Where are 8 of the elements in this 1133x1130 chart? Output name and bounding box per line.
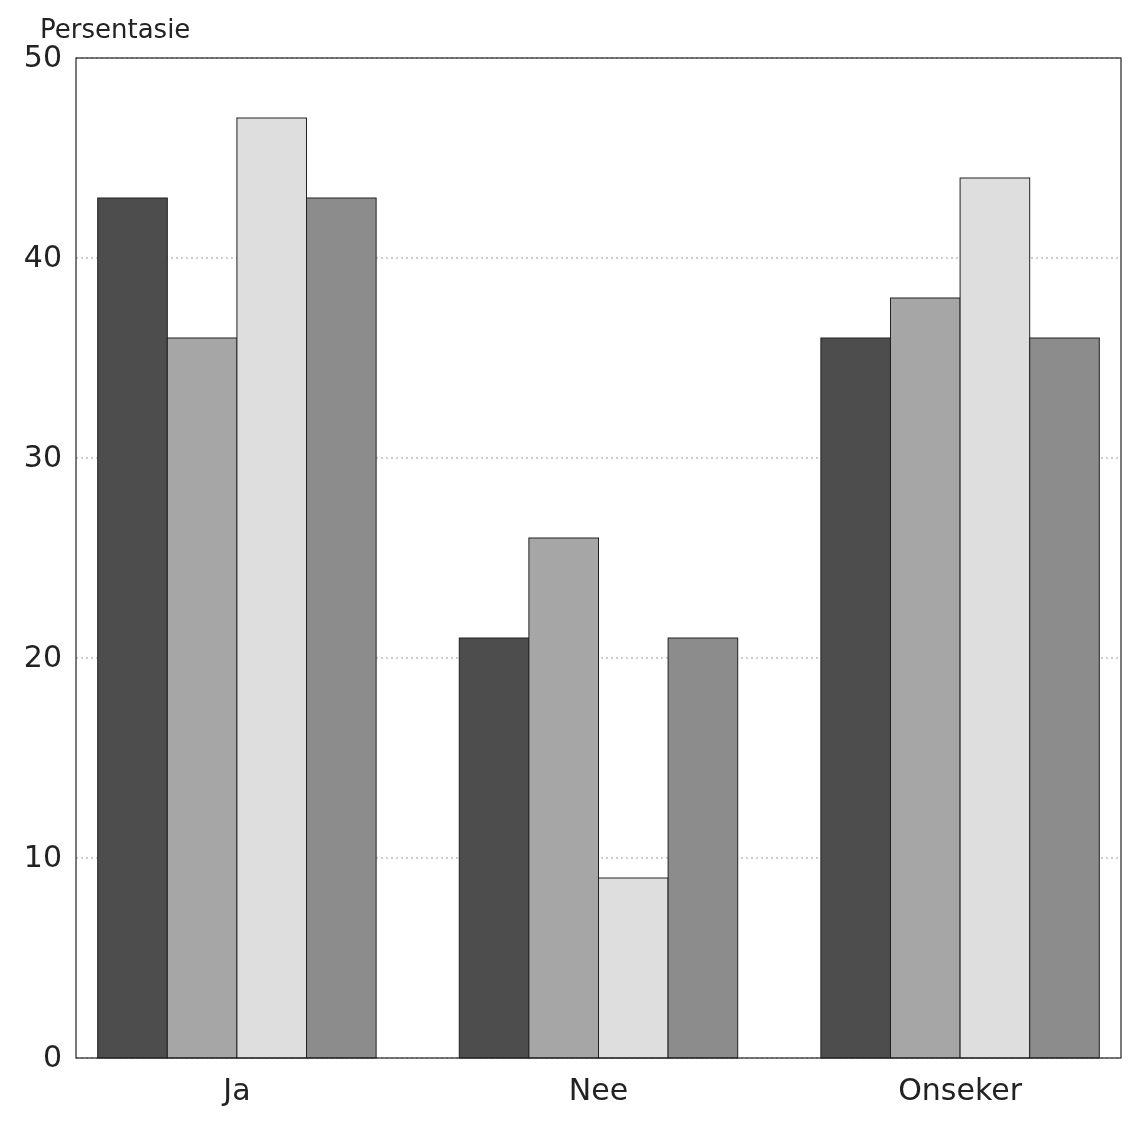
y-tick-label: 0 bbox=[42, 1038, 62, 1074]
y-tick-label: 30 bbox=[23, 438, 62, 474]
y-tick-label: 20 bbox=[23, 638, 62, 674]
x-tick-label: Nee bbox=[568, 1072, 629, 1107]
x-tick-label: Onseker bbox=[898, 1072, 1023, 1107]
x-tick-label: Ja bbox=[221, 1072, 251, 1107]
y-tick-label: 10 bbox=[23, 838, 62, 874]
y-tick-label: 40 bbox=[23, 238, 62, 274]
